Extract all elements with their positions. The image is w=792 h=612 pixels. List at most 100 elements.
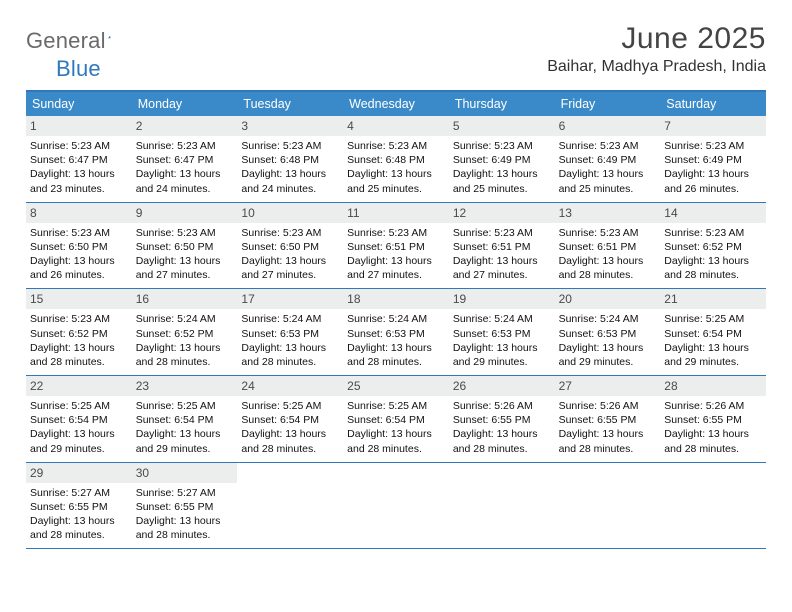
- sunrise-line: Sunrise: 5:23 AM: [30, 139, 128, 153]
- sunset-line: Sunset: 6:55 PM: [453, 413, 551, 427]
- day-number: 23: [132, 376, 238, 396]
- day-number: 16: [132, 289, 238, 309]
- day-number: 27: [555, 376, 661, 396]
- sunrise-line: Sunrise: 5:24 AM: [136, 312, 234, 326]
- daylight-line: Daylight: 13 hours and 28 minutes.: [136, 514, 234, 542]
- week-row: 29Sunrise: 5:27 AMSunset: 6:55 PMDayligh…: [26, 463, 766, 550]
- day-cell: 24 Sunrise: 5:25 AMSunset: 6:54 PMDayligh…: [237, 376, 343, 462]
- day-cell: 1 Sunrise: 5:23 AMSunset: 6:47 PMDaylight…: [26, 116, 132, 202]
- sunset-line: Sunset: 6:54 PM: [136, 413, 234, 427]
- weekday-saturday: Saturday: [660, 92, 766, 116]
- daylight-line: Daylight: 13 hours and 23 minutes.: [30, 167, 128, 195]
- daylight-line: Daylight: 13 hours and 27 minutes.: [241, 254, 339, 282]
- sunrise-line: Sunrise: 5:23 AM: [30, 226, 128, 240]
- sunset-line: Sunset: 6:55 PM: [136, 500, 234, 514]
- sunset-line: Sunset: 6:52 PM: [136, 327, 234, 341]
- daylight-line: Daylight: 13 hours and 29 minutes.: [136, 427, 234, 455]
- day-cell: 21Sunrise: 5:25 AMSunset: 6:54 PMDayligh…: [660, 289, 766, 375]
- title-block: June 2025 Baihar, Madhya Pradesh, India: [547, 22, 766, 76]
- daylight-line: Daylight: 13 hours and 28 minutes.: [559, 254, 657, 282]
- sunset-line: Sunset: 6:53 PM: [347, 327, 445, 341]
- sunset-line: Sunset: 6:55 PM: [664, 413, 762, 427]
- day-number: 1: [26, 116, 132, 136]
- day-number: 30: [132, 463, 238, 483]
- daylight-line: Daylight: 13 hours and 28 minutes.: [30, 341, 128, 369]
- sunset-line: Sunset: 6:53 PM: [559, 327, 657, 341]
- day-cell: 30Sunrise: 5:27 AMSunset: 6:55 PMDayligh…: [132, 463, 238, 549]
- day-cell: 17Sunrise: 5:24 AMSunset: 6:53 PMDayligh…: [237, 289, 343, 375]
- day-cell: 20 Sunrise: 5:24 AMSunset: 6:53 PMDayligh…: [555, 289, 661, 375]
- sunset-line: Sunset: 6:53 PM: [241, 327, 339, 341]
- daylight-line: Daylight: 13 hours and 26 minutes.: [30, 254, 128, 282]
- sunrise-line: Sunrise: 5:24 AM: [453, 312, 551, 326]
- day-number: 10: [237, 203, 343, 223]
- week-row: 22Sunrise: 5:25 AMSunset: 6:54 PMDayligh…: [26, 376, 766, 463]
- sunrise-line: Sunrise: 5:23 AM: [453, 139, 551, 153]
- day-number: 15: [26, 289, 132, 309]
- page: General June 2025 Baihar, Madhya Pradesh…: [0, 0, 792, 559]
- day-number: 13: [555, 203, 661, 223]
- sunset-line: Sunset: 6:47 PM: [136, 153, 234, 167]
- sunrise-line: Sunrise: 5:23 AM: [347, 226, 445, 240]
- day-number: 12: [449, 203, 555, 223]
- logo-word-blue: Blue: [56, 56, 101, 81]
- week-row: 8Sunrise: 5:23 AMSunset: 6:50 PMDaylight…: [26, 203, 766, 290]
- sunset-line: Sunset: 6:52 PM: [664, 240, 762, 254]
- day-cell: 26Sunrise: 5:26 AMSunset: 6:55 PMDayligh…: [449, 376, 555, 462]
- day-number: 20: [555, 289, 661, 309]
- sunrise-line: Sunrise: 5:26 AM: [664, 399, 762, 413]
- sunrise-line: Sunrise: 5:25 AM: [664, 312, 762, 326]
- daylight-line: Daylight: 13 hours and 28 minutes.: [241, 427, 339, 455]
- day-number: 9: [132, 203, 238, 223]
- logo-sail-icon: [108, 28, 112, 46]
- sunset-line: Sunset: 6:51 PM: [347, 240, 445, 254]
- sunrise-line: Sunrise: 5:23 AM: [136, 226, 234, 240]
- day-cell: 16 Sunrise: 5:24 AMSunset: 6:52 PMDayligh…: [132, 289, 238, 375]
- day-number: 11: [343, 203, 449, 223]
- sunrise-line: Sunrise: 5:23 AM: [136, 139, 234, 153]
- sunset-line: Sunset: 6:48 PM: [347, 153, 445, 167]
- daylight-line: Daylight: 13 hours and 29 minutes.: [453, 341, 551, 369]
- daylight-line: Daylight: 13 hours and 29 minutes.: [559, 341, 657, 369]
- daylight-line: Daylight: 13 hours and 28 minutes.: [30, 514, 128, 542]
- sunrise-line: Sunrise: 5:25 AM: [136, 399, 234, 413]
- logo-word-general: General: [26, 28, 106, 54]
- day-cell: 3Sunrise: 5:23 AMSunset: 6:48 PMDaylight…: [237, 116, 343, 202]
- day-cell: 22Sunrise: 5:25 AMSunset: 6:54 PMDayligh…: [26, 376, 132, 462]
- calendar: Sunday Monday Tuesday Wednesday Thursday…: [26, 90, 766, 549]
- day-cell: .: [237, 463, 343, 549]
- sunset-line: Sunset: 6:54 PM: [241, 413, 339, 427]
- sunrise-line: Sunrise: 5:23 AM: [30, 312, 128, 326]
- daylight-line: Daylight: 13 hours and 28 minutes.: [136, 341, 234, 369]
- sunset-line: Sunset: 6:55 PM: [30, 500, 128, 514]
- sunrise-line: Sunrise: 5:23 AM: [559, 139, 657, 153]
- sunrise-line: Sunrise: 5:24 AM: [559, 312, 657, 326]
- day-cell: 9Sunrise: 5:23 AMSunset: 6:50 PMDaylight…: [132, 203, 238, 289]
- sunrise-line: Sunrise: 5:25 AM: [241, 399, 339, 413]
- sunset-line: Sunset: 6:51 PM: [559, 240, 657, 254]
- weekday-wednesday: Wednesday: [343, 92, 449, 116]
- day-cell: 11Sunrise: 5:23 AMSunset: 6:51 PMDayligh…: [343, 203, 449, 289]
- week-row: 15Sunrise: 5:23 AMSunset: 6:52 PMDayligh…: [26, 289, 766, 376]
- day-cell: 5Sunrise: 5:23 AMSunset: 6:49 PMDaylight…: [449, 116, 555, 202]
- sunrise-line: Sunrise: 5:26 AM: [453, 399, 551, 413]
- day-cell: 7Sunrise: 5:23 AMSunset: 6:49 PMDaylight…: [660, 116, 766, 202]
- daylight-line: Daylight: 13 hours and 26 minutes.: [664, 167, 762, 195]
- sunset-line: Sunset: 6:47 PM: [30, 153, 128, 167]
- day-number: 28: [660, 376, 766, 396]
- day-cell: 19Sunrise: 5:24 AMSunset: 6:53 PMDayligh…: [449, 289, 555, 375]
- sunrise-line: Sunrise: 5:25 AM: [30, 399, 128, 413]
- sunrise-line: Sunrise: 5:24 AM: [241, 312, 339, 326]
- day-cell: 4Sunrise: 5:23 AMSunset: 6:48 PMDaylight…: [343, 116, 449, 202]
- sunrise-line: Sunrise: 5:23 AM: [347, 139, 445, 153]
- day-number: 24: [237, 376, 343, 396]
- sunrise-line: Sunrise: 5:27 AM: [30, 486, 128, 500]
- sunrise-line: Sunrise: 5:23 AM: [664, 226, 762, 240]
- day-cell: .: [660, 463, 766, 549]
- day-number: 19: [449, 289, 555, 309]
- sunset-line: Sunset: 6:48 PM: [241, 153, 339, 167]
- day-cell: 2Sunrise: 5:23 AMSunset: 6:47 PMDaylight…: [132, 116, 238, 202]
- day-number: 4: [343, 116, 449, 136]
- day-cell: 8Sunrise: 5:23 AMSunset: 6:50 PMDaylight…: [26, 203, 132, 289]
- sunrise-line: Sunrise: 5:23 AM: [241, 226, 339, 240]
